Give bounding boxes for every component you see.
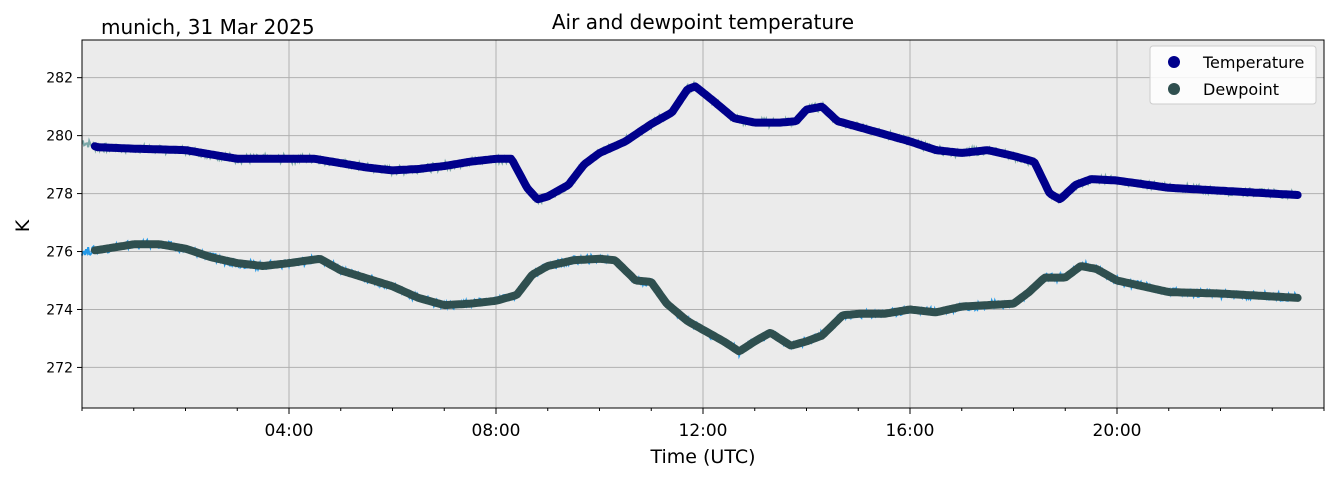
x-axis: 04:00 08:00 12:00 16:00 20:00	[81, 408, 1325, 441]
y-tick-label: 278	[46, 187, 73, 203]
x-tick-label: 20:00	[1093, 421, 1142, 441]
grid	[82, 40, 1324, 408]
location-date: munich, 31 Mar 2025	[101, 15, 315, 39]
x-tick-label: 04:00	[265, 421, 314, 441]
smooth-series	[90, 82, 1302, 356]
y-tick-label: 274	[46, 302, 73, 318]
chart-title: Air and dewpoint temperature	[552, 10, 854, 34]
x-axis-label: Time (UTC)	[649, 446, 755, 468]
y-tick-label: 276	[46, 245, 73, 261]
legend-box	[1149, 45, 1317, 105]
legend-marker-dewpoint	[1168, 83, 1180, 95]
y-tick-label: 280	[46, 129, 73, 145]
legend-label-dewpoint: Dewpoint	[1203, 80, 1279, 99]
y-axis: 272 274 276 278 280 282	[46, 71, 82, 376]
y-tick-label: 272	[46, 360, 73, 376]
legend-label-temperature: Temperature	[1202, 53, 1304, 72]
series-line-dewpoint	[90, 240, 1302, 356]
y-axis-label: K	[12, 219, 34, 232]
x-tick-label: 08:00	[472, 421, 521, 441]
legend: Temperature Dewpoint	[1149, 45, 1317, 105]
series-line-temperature	[90, 82, 1302, 204]
legend-marker-temperature	[1168, 56, 1180, 68]
x-tick-label: 16:00	[886, 421, 935, 441]
y-tick-label: 282	[46, 71, 73, 87]
x-tick-label: 12:00	[679, 421, 728, 441]
